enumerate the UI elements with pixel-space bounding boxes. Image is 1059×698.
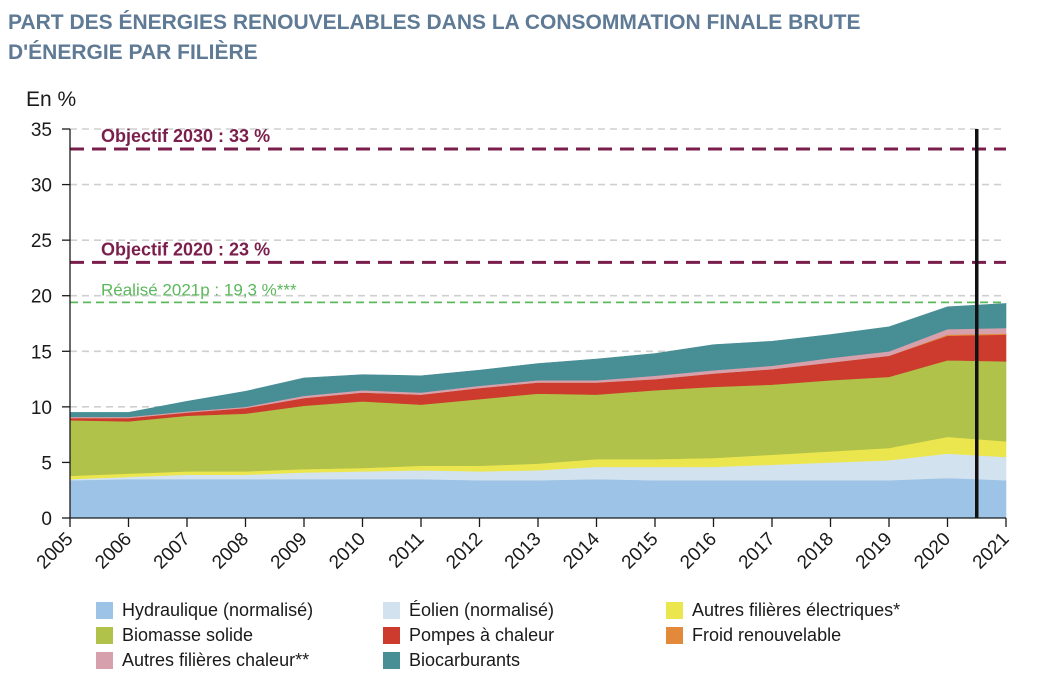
legend-item: Autres filières chaleur** (96, 648, 309, 672)
x-tick-label: 2019 (852, 529, 897, 574)
x-tick-label: 2012 (442, 529, 487, 574)
legend-label: Biocarburants (409, 649, 521, 670)
legend-label: Autres filières électriques* (692, 599, 901, 620)
legend-item: Biocarburants (383, 648, 520, 672)
reference-line-label: Réalisé 2021p : 19,3 %*** (101, 280, 297, 299)
legend-item: Biomasse solide (96, 623, 253, 647)
y-tick-label: 0 (41, 509, 52, 530)
y-tick-label: 20 (31, 287, 52, 308)
legend-swatch (96, 626, 113, 644)
y-tick-label: 25 (31, 231, 52, 252)
reference-line-label: Objectif 2030 : 33 % (101, 126, 270, 146)
legend-swatch (666, 626, 683, 644)
y-tick-label: 10 (31, 398, 52, 419)
legend-swatch (383, 651, 400, 669)
x-tick-label: 2021 (969, 529, 1014, 574)
legend-label: Hydraulique (normalisé) (122, 599, 314, 620)
x-tick-label: 2010 (325, 529, 370, 574)
chart-title-line-1: PART DES ÉNERGIES RENOUVELABLES DANS LA … (8, 11, 861, 34)
legend-label: Éolien (normalisé) (409, 599, 555, 620)
reference-line-label: Objectif 2020 : 23 % (101, 239, 270, 259)
x-tick-label: 2008 (208, 529, 253, 574)
x-tick-label: 2011 (385, 529, 429, 573)
x-tick-label: 2014 (559, 528, 604, 573)
legend-item: Autres filières électriques* (666, 598, 900, 622)
legend-swatch (666, 601, 683, 619)
x-tick-label: 2009 (267, 529, 312, 574)
x-tick-label: 2013 (501, 529, 546, 574)
legend-item: Hydraulique (normalisé) (96, 598, 313, 622)
legend-item: Froid renouvelable (666, 623, 841, 647)
x-tick-label: 2020 (910, 529, 955, 574)
legend-swatch (383, 626, 400, 644)
legend-item: Pompes à chaleur (383, 623, 554, 647)
reference-lines: Objectif 2030 : 33 % Objectif 2020 : 23 %… (70, 126, 1006, 518)
x-tick-label: 2017 (735, 529, 780, 574)
chart-title: PART DES ÉNERGIES RENOUVELABLES DANS LA … (8, 8, 1048, 68)
area-series-biocarburants (69, 303, 1007, 418)
y-axis-label: En % (26, 88, 76, 111)
legend-item: Éolien (normalisé) (383, 598, 554, 622)
stacked-areas (69, 303, 1007, 519)
x-tick-label: 2007 (150, 529, 195, 574)
legend-label: Biomasse solide (122, 624, 254, 645)
legend-label: Froid renouvelable (692, 624, 842, 645)
legend-label: Pompes à chaleur (409, 624, 555, 645)
legend-swatch (96, 601, 113, 619)
chart-title-line-2: D'ÉNERGIE PAR FILIÈRE (8, 41, 258, 64)
y-tick-label: 35 (31, 120, 52, 141)
x-tick-label: 2005 (33, 529, 78, 574)
x-tick-label: 2018 (793, 529, 838, 574)
area-chart: En % Objectif 2030 : 33 % Objectif 2020 :… (26, 88, 1014, 574)
legend-swatch (96, 651, 113, 669)
y-tick-label: 5 (41, 453, 52, 474)
legend-label: Autres filières chaleur** (122, 649, 310, 670)
y-tick-label: 15 (31, 342, 52, 363)
x-tick-label: 2016 (676, 529, 721, 574)
legend: Hydraulique (normalisé) Éolien (normalisé… (96, 600, 1016, 680)
x-tick-label: 2006 (91, 529, 136, 574)
legend-swatch (383, 601, 400, 619)
x-tick-label: 2015 (618, 529, 663, 574)
area-series-hydraulique-normalise (69, 477, 1007, 519)
y-tick-label: 30 (31, 176, 52, 197)
